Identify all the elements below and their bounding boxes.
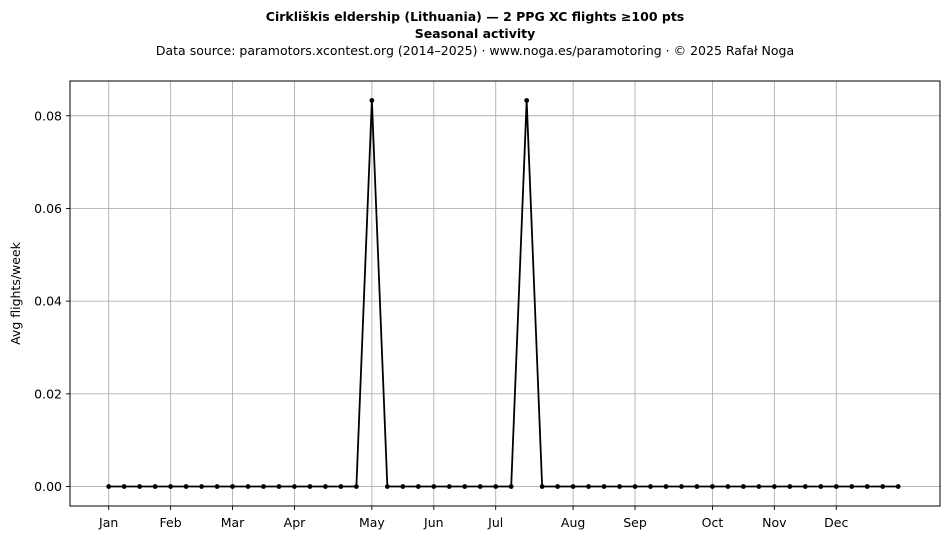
y-tick-label: 0.06 (34, 201, 62, 216)
data-point (168, 484, 174, 489)
x-tick-label: Nov (762, 515, 787, 530)
data-point (446, 484, 452, 489)
data-point (323, 484, 328, 489)
data-point (199, 484, 204, 489)
y-tick-label: 0.00 (34, 479, 62, 494)
data-point (431, 484, 437, 489)
x-axis-ticks: Jan Feb Mar Apr May Jun Jul Aug Sep Oct Nov Dec (98, 506, 848, 530)
data-point (880, 484, 886, 489)
data-point (632, 484, 638, 489)
data-point (833, 484, 839, 489)
series-line (108, 99, 899, 488)
data-point (787, 484, 793, 489)
x-tick-label: Mar (221, 515, 245, 530)
data-point (710, 484, 715, 489)
data-point (555, 484, 561, 489)
y-tick-label: 0.04 (34, 294, 62, 309)
chart-source-line: Data source: paramotors.xcontest.org (20… (156, 43, 794, 58)
data-point (493, 484, 499, 489)
x-tick-label: Feb (160, 515, 182, 530)
data-point (679, 484, 684, 489)
data-point (601, 484, 607, 489)
data-point (261, 484, 266, 489)
data-point (849, 484, 855, 489)
data-point (694, 484, 700, 489)
x-tick-label: Jul (487, 515, 503, 530)
data-point (245, 484, 251, 489)
data-point (895, 484, 901, 489)
y-tick-label: 0.02 (34, 386, 62, 401)
data-point (617, 484, 622, 489)
data-point (214, 484, 220, 489)
data-point (771, 484, 777, 489)
data-point (802, 484, 808, 489)
plot-area-frame (69, 80, 941, 507)
data-point (152, 484, 158, 489)
data-point (384, 484, 390, 489)
data-point (586, 484, 591, 489)
data-point (524, 98, 530, 103)
data-point (106, 484, 112, 489)
data-point (338, 484, 344, 489)
x-tick-label: Sep (623, 515, 647, 530)
data-point (663, 484, 669, 489)
y-tick-label: 0.08 (34, 108, 62, 123)
data-point (570, 484, 576, 489)
data-point (415, 484, 421, 489)
data-point (740, 484, 746, 489)
data-point (725, 484, 731, 489)
data-point (477, 484, 483, 489)
x-tick-label: Apr (284, 515, 306, 530)
data-point (137, 484, 143, 489)
chart-subtitle: Seasonal activity (415, 26, 536, 41)
data-point (864, 484, 870, 489)
data-point (648, 484, 653, 489)
x-tick-label: Dec (824, 515, 848, 530)
data-point (121, 484, 127, 489)
series-points (106, 98, 901, 489)
grid (70, 81, 940, 506)
x-tick-label: May (359, 515, 385, 530)
data-point (462, 484, 468, 489)
x-tick-label: Oct (702, 515, 724, 530)
x-tick-label: Aug (561, 515, 585, 530)
data-point (400, 484, 406, 489)
y-axis-label: Avg flights/week (8, 241, 23, 345)
data-point (818, 484, 824, 489)
chart-title: Cirkliškis eldership (Lithuania) — 2 PPG… (266, 9, 684, 24)
data-point (353, 484, 359, 489)
data-point (183, 484, 189, 489)
data-point (307, 484, 313, 489)
data-point (539, 484, 545, 489)
data-point (369, 98, 375, 103)
data-point (230, 484, 235, 489)
data-point (508, 484, 514, 489)
y-axis-ticks: 0.00 0.02 0.04 0.06 0.08 (34, 108, 70, 494)
data-point (292, 484, 297, 489)
x-tick-label: Jun (423, 515, 444, 530)
x-tick-label: Jan (98, 515, 118, 530)
data-point (276, 484, 282, 489)
data-point (756, 484, 762, 489)
